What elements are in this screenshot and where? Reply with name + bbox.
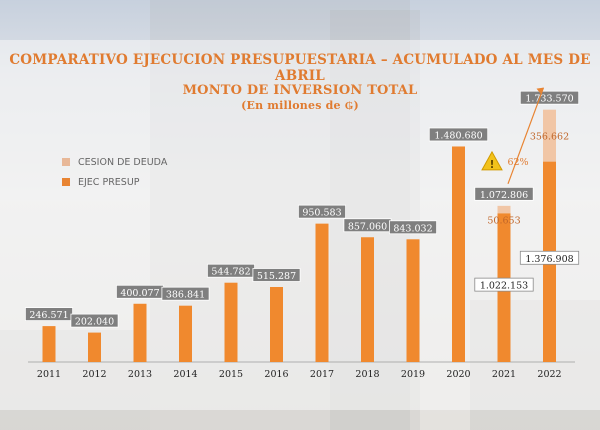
- tick-label-2012: 2012: [82, 369, 106, 380]
- data-label-2017-box: [297, 204, 346, 219]
- tick-label-2013: 2013: [128, 369, 152, 380]
- growth-percent-label: 62%: [507, 157, 528, 168]
- data-label-2019: 843.032: [393, 223, 432, 234]
- tick-label-2016: 2016: [264, 369, 288, 380]
- data-label-2014-box: [161, 286, 210, 301]
- data-label-2020-box: [428, 127, 489, 142]
- data-label-2011: 246.571: [29, 310, 68, 321]
- tick-label-2020: 2020: [446, 369, 470, 380]
- tick-label-2011: 2011: [37, 369, 61, 380]
- bar-ejec-2018: [361, 237, 374, 362]
- inner-label-ejec-2022-box: [519, 250, 580, 265]
- tick-label-2018: 2018: [355, 369, 379, 380]
- data-label-2013: 400.077: [120, 288, 159, 299]
- data-label-2019-box: [388, 220, 437, 235]
- growth-arrow-head: [536, 87, 544, 94]
- chart-title: MONTO DE INVERSION TOTAL: [182, 83, 418, 98]
- data-label-2012: 202.040: [75, 317, 114, 328]
- warning-triangle-icon: [481, 150, 503, 171]
- bar-deuda-2022: [543, 109, 556, 162]
- bar-ejec-2012: [88, 332, 101, 362]
- growth-arrow-line: [507, 87, 545, 185]
- data-label-2022-box: [519, 90, 580, 105]
- tick-label-2019: 2019: [401, 369, 425, 380]
- tick-label-2021: 2021: [492, 369, 516, 380]
- data-label-2021-box: [474, 186, 534, 201]
- bar-ejec-2016: [270, 286, 283, 362]
- legend-swatch-cesion: [62, 158, 70, 166]
- legend-label-cesion: CESION DE DEUDA: [78, 156, 168, 168]
- legend-label-ejec: EJEC PRESUP: [78, 176, 140, 188]
- data-label-2017: 950.583: [302, 208, 341, 219]
- data-label-2020: 1.480.680: [434, 130, 482, 141]
- data-label-2016-box: [252, 268, 301, 282]
- inner-label-ejec-2021: 1.022.153: [480, 281, 528, 292]
- bar-ejec-2015: [224, 282, 238, 362]
- bar-ejec-2019: [406, 239, 420, 362]
- data-label-2016: 515.287: [257, 271, 296, 282]
- warning-mark: !: [489, 158, 494, 171]
- tick-label-2015: 2015: [219, 369, 243, 380]
- legend-item-cesion: CESION DE DEUDA: [62, 152, 167, 172]
- legend-item-ejec: EJEC PRESUP: [62, 172, 167, 192]
- tick-label-2014: 2014: [173, 369, 197, 380]
- tick-label-2022: 2022: [537, 369, 561, 380]
- inner-label-ejec-2021-box: [474, 277, 534, 292]
- tick-label-2017: 2017: [310, 369, 334, 380]
- bar-ejec-2011: [42, 326, 56, 362]
- inner-label-deuda-2022: 356.662: [530, 132, 569, 143]
- data-label-2021: 1.072.806: [480, 190, 528, 201]
- data-label-2012-box: [70, 313, 119, 328]
- bar-deuda-2021: [497, 205, 511, 214]
- bar-ejec-2020: [452, 146, 465, 362]
- bar-ejec-2013: [133, 303, 147, 362]
- chart-unit: (En millones de ₲): [241, 99, 359, 112]
- data-label-2014: 386.841: [166, 290, 205, 301]
- page-title: COMPARATIVO EJECUCION PRESUPUESTARIA – A…: [9, 52, 591, 84]
- inner-label-deuda-2021: 50.653: [487, 216, 520, 227]
- data-label-2018: 857.060: [348, 221, 387, 232]
- legend-swatch-ejec: [62, 178, 70, 186]
- data-label-2015: 544.782: [211, 267, 250, 278]
- inner-label-ejec-2022: 1.376.908: [525, 254, 573, 265]
- chart-legend: CESION DE DEUDA EJEC PRESUP: [62, 152, 167, 192]
- data-label-2022: 1.733.570: [525, 94, 573, 105]
- bar-ejec-2017: [315, 223, 329, 362]
- bar-ejec-2014: [179, 305, 192, 362]
